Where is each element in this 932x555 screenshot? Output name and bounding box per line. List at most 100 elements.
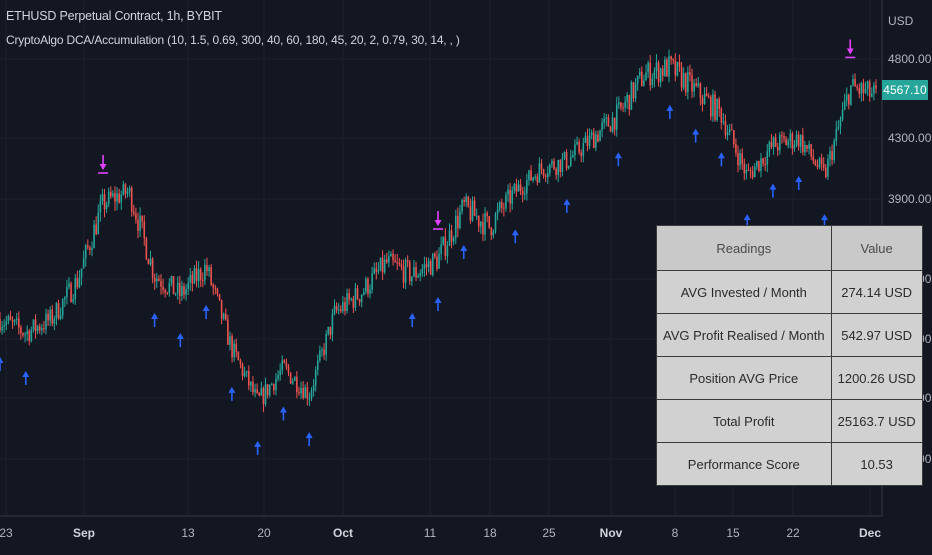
candle-body <box>864 88 867 93</box>
candle-body <box>670 56 672 60</box>
candle-body <box>285 363 288 367</box>
candle-body <box>164 290 166 293</box>
last-price-tag: 4567.10 <box>882 80 928 100</box>
candle-body <box>605 117 608 119</box>
readings-header: Readings <box>656 225 832 271</box>
candle-body <box>477 215 480 227</box>
candle-body <box>187 282 189 289</box>
candle-body <box>856 86 858 89</box>
candle-body <box>80 268 83 278</box>
candle-body <box>181 286 183 297</box>
indicator-label[interactable]: CryptoAlgo DCA/Accumulation (10, 1.5, 0.… <box>6 33 460 47</box>
candle-body <box>751 171 754 178</box>
candle-body <box>657 62 660 83</box>
candle-body <box>260 388 263 396</box>
candle-body <box>816 165 819 168</box>
candle-body <box>572 155 574 158</box>
candle-body <box>91 248 93 250</box>
candle-body <box>371 273 373 290</box>
candle-body <box>174 293 177 295</box>
candle-body <box>638 71 641 76</box>
candle-body <box>446 245 449 257</box>
candle-body <box>716 99 718 120</box>
buy-arrow <box>22 371 30 385</box>
candle-body <box>843 100 846 110</box>
candle-body <box>137 219 139 231</box>
x-tick-label: Sep <box>73 526 95 540</box>
candle-body <box>442 236 445 245</box>
candle-body <box>854 78 856 87</box>
candle-body <box>59 315 62 319</box>
candle-body <box>168 282 171 293</box>
candle-body <box>712 94 714 117</box>
candle-body <box>0 319 1 331</box>
time-axis[interactable]: 23 Sep 13 20 Oct 11 18 25 Nov 8 15 22 Dec <box>0 526 881 540</box>
table-row: AVG Invested / Month 274.14 USD <box>656 270 923 314</box>
candle-body <box>753 166 756 178</box>
candle-body <box>18 318 20 328</box>
candle-body <box>45 313 47 330</box>
candle-body <box>779 135 781 151</box>
candle-body <box>768 141 771 152</box>
candle-body <box>306 387 309 400</box>
candle-body <box>147 259 150 265</box>
candle-body <box>630 82 633 110</box>
candle-body <box>166 292 169 294</box>
buy-arrow <box>0 357 4 371</box>
candle-body <box>810 144 812 157</box>
candle-body <box>624 101 626 108</box>
reading-label: Total Profit <box>656 399 832 443</box>
candle-body <box>760 158 762 172</box>
x-tick-label: Oct <box>333 526 353 540</box>
candle-body <box>36 326 39 332</box>
candle-body <box>687 72 689 93</box>
candle-body <box>615 104 618 130</box>
candle-body <box>406 260 409 263</box>
candle-body <box>492 231 495 236</box>
candle-body <box>9 316 12 320</box>
buy-arrow <box>176 333 184 347</box>
candle-body <box>107 191 110 204</box>
candle-body <box>135 213 137 220</box>
candle-body <box>396 262 399 264</box>
candle-body <box>97 212 100 235</box>
candle-body <box>866 81 869 89</box>
candle-body <box>5 321 8 326</box>
candle-body <box>411 276 413 282</box>
candle-body <box>28 330 31 342</box>
x-tick-label: 23 <box>0 526 13 540</box>
candle-body <box>835 128 838 141</box>
buy-arrow <box>769 183 777 198</box>
candle-body <box>183 286 185 295</box>
candle-body <box>103 194 106 210</box>
candle-body <box>421 268 424 274</box>
candle-body <box>304 387 307 399</box>
candle-body <box>287 366 290 373</box>
candle-body <box>350 298 353 300</box>
candle-body <box>57 302 60 319</box>
candle-body <box>408 262 411 282</box>
candle-body <box>348 293 350 300</box>
candle-body <box>333 305 336 314</box>
candle-body <box>695 83 698 86</box>
x-tick-label: Nov <box>600 526 623 540</box>
candle-body <box>733 130 735 145</box>
candle-body <box>584 136 587 144</box>
candle-body <box>659 68 662 83</box>
value-header: Value <box>830 225 923 271</box>
x-tick-label: 13 <box>181 526 195 540</box>
reading-value: 274.14 USD <box>830 270 923 314</box>
candle-body <box>26 330 28 335</box>
candle-body <box>494 214 497 232</box>
candle-body <box>277 375 279 379</box>
candle-body <box>76 278 79 288</box>
candle-body <box>837 126 840 129</box>
candle-body <box>561 158 564 172</box>
candle-body <box>283 360 286 364</box>
candle-body <box>402 266 405 283</box>
candle-body <box>480 221 482 227</box>
candle-body <box>841 109 844 120</box>
candle-body <box>321 349 323 351</box>
candle-body <box>390 253 392 257</box>
